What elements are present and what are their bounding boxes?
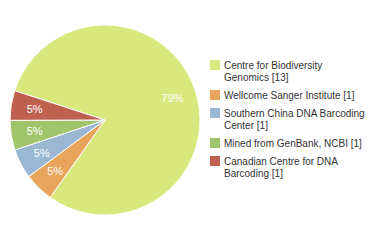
- legend-label: Canadian Centre for DNABarcoding [1]: [224, 156, 338, 179]
- legend-label: Mined from GenBank, NCBI [1]: [224, 138, 362, 149]
- data-label: 79%: [162, 92, 184, 104]
- data-label: 5%: [27, 125, 43, 137]
- legend-item: Mined from GenBank, NCBI [1]: [210, 138, 362, 149]
- legend-label-line: Centre for Biodiversity: [224, 60, 322, 71]
- legend-label-line: Southern China DNA Barcoding: [224, 108, 365, 119]
- pie-slice: [10, 120, 105, 150]
- legend-item: Wellcome Sanger Institute [1]: [210, 90, 355, 101]
- legend-label-line: Genomics [13]: [224, 72, 289, 83]
- legend-swatch: [210, 108, 220, 118]
- legend-item: Southern China DNA BarcodingCenter [1]: [210, 108, 365, 131]
- data-labels: 79% 5% 5% 5% 5%: [27, 92, 184, 177]
- legend-label-line: Wellcome Sanger Institute [1]: [224, 90, 355, 101]
- legend-label-line: Center [1]: [224, 120, 268, 131]
- legend-label: Centre for BiodiversityGenomics [13]: [224, 60, 322, 83]
- legend-swatch: [210, 60, 220, 70]
- legend-label-line: Barcoding [1]: [224, 168, 283, 179]
- legend-item: Centre for BiodiversityGenomics [13]: [210, 60, 322, 83]
- legend-swatch: [210, 90, 220, 100]
- legend-label: Southern China DNA BarcodingCenter [1]: [224, 108, 365, 131]
- legend-item: Canadian Centre for DNABarcoding [1]: [210, 156, 338, 179]
- legend-label-line: Canadian Centre for DNA: [224, 156, 338, 167]
- chart: 79% 5% 5% 5% 5% Centre for BiodiversityGenomi…: [0, 0, 380, 240]
- data-label: 5%: [34, 147, 50, 159]
- pie-slice: [10, 91, 105, 121]
- legend-swatch: [210, 156, 220, 166]
- data-label: 5%: [27, 103, 43, 115]
- legend: Centre for BiodiversityGenomics [13] Well…: [210, 60, 365, 179]
- legend-label: Wellcome Sanger Institute [1]: [224, 90, 355, 101]
- data-label: 5%: [47, 165, 63, 177]
- legend-label-line: Mined from GenBank, NCBI [1]: [224, 138, 362, 149]
- pie: [10, 25, 200, 215]
- legend-swatch: [210, 138, 220, 148]
